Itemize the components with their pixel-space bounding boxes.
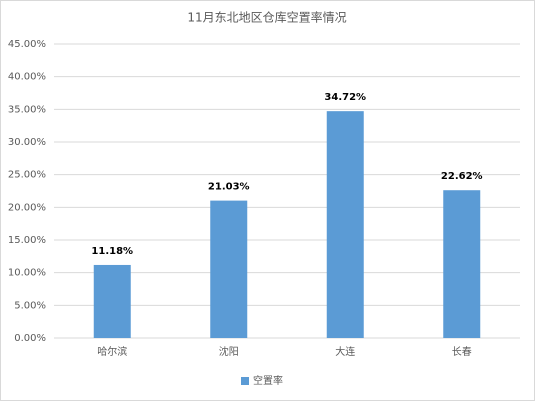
y-tick-label: 5.00% bbox=[14, 300, 46, 311]
data-label: 11.18% bbox=[91, 246, 133, 257]
y-tick-label: 30.00% bbox=[8, 137, 46, 148]
bar bbox=[93, 264, 131, 338]
x-tick-label: 沈阳 bbox=[219, 345, 239, 358]
y-tick-label: 40.00% bbox=[8, 72, 46, 83]
bar bbox=[210, 200, 248, 338]
legend-label: 空置率 bbox=[253, 374, 283, 387]
y-tick-label: 45.00% bbox=[8, 39, 46, 50]
y-tick-label: 35.00% bbox=[8, 104, 46, 115]
chart-title: 11月东北地区仓库空置率情况 bbox=[187, 10, 346, 25]
y-tick-label: 15.00% bbox=[8, 235, 46, 246]
y-tick-label: 0.00% bbox=[14, 333, 46, 344]
bar bbox=[443, 190, 481, 338]
y-tick-label: 20.00% bbox=[8, 202, 46, 213]
y-tick-label: 25.00% bbox=[8, 170, 46, 181]
bar bbox=[326, 111, 364, 339]
legend-swatch bbox=[241, 377, 249, 385]
data-label: 34.72% bbox=[324, 92, 366, 103]
y-tick-label: 10.00% bbox=[8, 268, 46, 279]
x-tick-label: 大连 bbox=[335, 345, 355, 358]
x-tick-label: 哈尔滨 bbox=[97, 345, 127, 358]
data-label: 21.03% bbox=[208, 182, 250, 193]
x-tick-label: 长春 bbox=[452, 346, 472, 358]
data-label: 22.62% bbox=[441, 171, 483, 182]
